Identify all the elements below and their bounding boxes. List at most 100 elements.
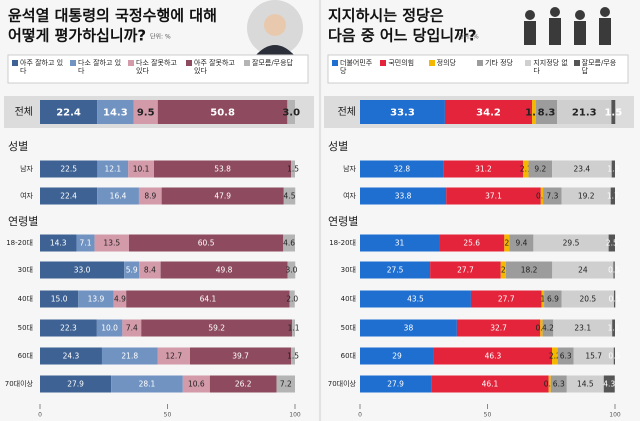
bar-segment — [430, 261, 501, 279]
legend-swatch — [12, 60, 18, 66]
value-label: 49.8 — [216, 266, 233, 275]
value-label: 1.5 — [525, 108, 543, 119]
bar-segment — [548, 375, 551, 393]
value-label: 6.9 — [547, 295, 559, 304]
category-label: 전체 — [338, 106, 356, 118]
value-label: 15.7 — [585, 352, 602, 361]
bar-segment — [553, 319, 613, 337]
bar-segment — [139, 261, 161, 279]
bar-segment — [128, 234, 284, 252]
value-label: 18.2 — [521, 266, 538, 275]
bar-segment — [94, 234, 129, 252]
legend-item: 잘모름/무응답 — [573, 59, 618, 75]
value-label: 8.9 — [144, 192, 156, 201]
x-tick-label: 50 — [164, 412, 172, 419]
bar-segment — [561, 290, 614, 308]
legend-label: 정의당 — [436, 59, 456, 67]
value-label: 2 — [501, 266, 506, 275]
value-label: 0.5 — [609, 295, 621, 304]
legend-label: 다소 잘하고 있다 — [78, 59, 122, 75]
legend-label: 국민의힘 — [388, 59, 415, 67]
legend-item: 다소 잘하고 있다 — [70, 59, 124, 75]
value-label: 0.9 — [536, 192, 548, 201]
value-label: 14.3 — [103, 108, 128, 119]
bar-segment — [289, 290, 295, 308]
value-label: 25.6 — [463, 239, 480, 248]
legend-item: 정의당 — [428, 59, 473, 67]
bar-segment — [360, 290, 471, 308]
legend-item: 국민의힘 — [380, 59, 424, 67]
bar-segment — [40, 160, 98, 178]
bar-segment — [189, 347, 292, 365]
value-label: 24.3 — [63, 352, 80, 361]
bar-segment — [276, 375, 295, 393]
category-label: 여자 — [343, 191, 356, 200]
value-label: 8.4 — [144, 266, 156, 275]
bar-segment — [566, 375, 604, 393]
bar-segment — [540, 319, 543, 337]
legend-item: 다소 잘못하고 있다 — [128, 59, 182, 75]
bar-segment — [122, 319, 142, 337]
bar-segment — [533, 234, 609, 252]
bar-segment — [157, 100, 288, 124]
value-label: 8.3 — [538, 108, 556, 119]
value-label: 0.5 — [608, 352, 620, 361]
category-label: 30대 — [341, 266, 356, 274]
bar-segment — [535, 100, 558, 124]
value-label: 37.1 — [485, 192, 502, 201]
category-label: 40대 — [341, 295, 356, 303]
value-label: 27.9 — [387, 380, 404, 389]
value-label: 2 — [504, 239, 509, 248]
chart-title: 어떻게 평가하십니까? — [8, 27, 146, 45]
bar-segment — [360, 375, 432, 393]
bar-segment — [291, 160, 295, 178]
value-label: 6.3 — [553, 380, 565, 389]
value-label: 46.1 — [482, 380, 499, 389]
bar-segment — [160, 261, 288, 279]
category-label: 남자 — [343, 164, 356, 173]
category-label: 남자 — [20, 164, 33, 173]
bar-segment — [552, 261, 614, 279]
value-label: 21.8 — [121, 352, 138, 361]
value-label: 2.1 — [520, 165, 532, 174]
bar-segment — [557, 100, 612, 124]
value-label: 1.1 — [288, 324, 300, 333]
value-label: 59.2 — [208, 324, 225, 333]
value-label: 24 — [578, 266, 588, 275]
value-label: 13.9 — [88, 295, 105, 304]
value-label: 6.3 — [560, 352, 572, 361]
bar-segment — [40, 347, 102, 365]
value-label: 22.5 — [60, 165, 77, 174]
value-label: 3.0 — [285, 266, 297, 275]
bar-segment — [613, 347, 615, 365]
value-label: 9.4 — [515, 239, 527, 248]
category-label: 여자 — [20, 191, 33, 200]
bar-segment — [608, 234, 615, 252]
bar-segment — [101, 347, 158, 365]
chart-title: 다음 중 어느 당입니까? — [328, 27, 477, 45]
value-label: 47.9 — [214, 192, 231, 201]
bar-segment — [360, 261, 431, 279]
legend-label: 잘모름/무응답 — [252, 59, 293, 67]
bar-segment — [287, 100, 295, 124]
value-label: 43.5 — [407, 295, 424, 304]
value-label: 2.0 — [286, 295, 298, 304]
value-label: 1.5 — [287, 165, 299, 174]
photo-face — [264, 14, 286, 36]
value-label: 34.2 — [476, 108, 501, 119]
value-label: 9.2 — [534, 165, 546, 174]
bar-segment — [446, 187, 541, 205]
value-label: 2.5 — [606, 239, 618, 248]
value-label: 2.2 — [549, 352, 561, 361]
category-label: 40대 — [18, 295, 33, 303]
legend-label: 잘모름/무응답 — [581, 59, 617, 75]
bar-segment — [532, 100, 536, 124]
bar-segment — [360, 187, 447, 205]
bar-segment — [141, 319, 293, 337]
bar-segment — [610, 187, 615, 205]
chart-title: 지지하시는 정당은 — [328, 7, 444, 25]
legend-label: 아주 잘하고 있다 — [20, 59, 64, 75]
value-label: 14.3 — [50, 239, 67, 248]
category-label: 60대 — [18, 352, 33, 360]
